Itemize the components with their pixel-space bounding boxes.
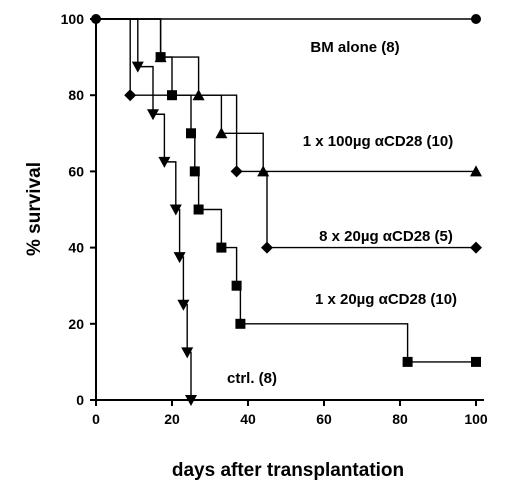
data-point (169, 204, 182, 216)
labels-layer: BM alone (8) 1 x 100µg αCD28 (10) 8 x 20µg… (227, 39, 457, 387)
x-tick-label: 20 (164, 411, 180, 427)
data-point (173, 252, 186, 264)
x-tick-label: 60 (316, 411, 332, 427)
series-label: 1 x 100µg αCD28 (10) (303, 133, 453, 150)
y-tick-label: 20 (68, 316, 84, 332)
data-point (167, 90, 177, 101)
data-point (470, 165, 482, 177)
series-label: BM alone (8) (310, 39, 399, 56)
x-axis-title: days after transplantation (172, 460, 404, 481)
data-point (158, 156, 171, 168)
x-tick-label: 40 (240, 411, 256, 427)
data-point (131, 61, 144, 73)
series-label: 8 x 20µg αCD28 (5) (319, 228, 453, 245)
data-point (402, 356, 413, 367)
data-point (193, 204, 204, 215)
series-1 (96, 18, 482, 177)
data-point (189, 166, 200, 177)
x-tick-label: 100 (464, 411, 488, 427)
series-4 (96, 18, 197, 406)
series-line (96, 18, 476, 363)
data-point (181, 347, 194, 359)
data-point (186, 128, 196, 139)
data-point (235, 318, 246, 329)
data-point (230, 165, 243, 178)
data-point (471, 356, 481, 367)
data-point (471, 14, 481, 24)
data-point (216, 242, 227, 253)
data-point (215, 127, 228, 139)
data-point (124, 89, 137, 102)
series-3 (96, 18, 481, 367)
series-layer (91, 14, 482, 406)
y-tick-label: 100 (61, 11, 85, 27)
data-point (147, 109, 159, 121)
data-point (155, 52, 166, 63)
y-tick-label: 40 (68, 240, 84, 256)
x-tick-label: 0 (92, 411, 100, 427)
y-axis-title: % survival (24, 162, 45, 256)
series-label: 1 x 20µg αCD28 (10) (315, 291, 457, 308)
data-point (177, 299, 190, 311)
data-point (185, 395, 197, 406)
data-point (261, 241, 273, 254)
axes: 0 20 40 60 80 100 0 20 40 60 80 100 (61, 11, 488, 427)
y-tick-label: 60 (68, 163, 84, 179)
data-point (470, 241, 482, 254)
data-point (231, 280, 242, 291)
series-label: ctrl. (8) (227, 370, 277, 387)
series-2 (96, 18, 482, 254)
y-tick-label: 80 (68, 87, 84, 103)
y-tick-label: 0 (76, 392, 84, 408)
x-tick-label: 80 (392, 411, 408, 427)
series-line (96, 18, 476, 249)
